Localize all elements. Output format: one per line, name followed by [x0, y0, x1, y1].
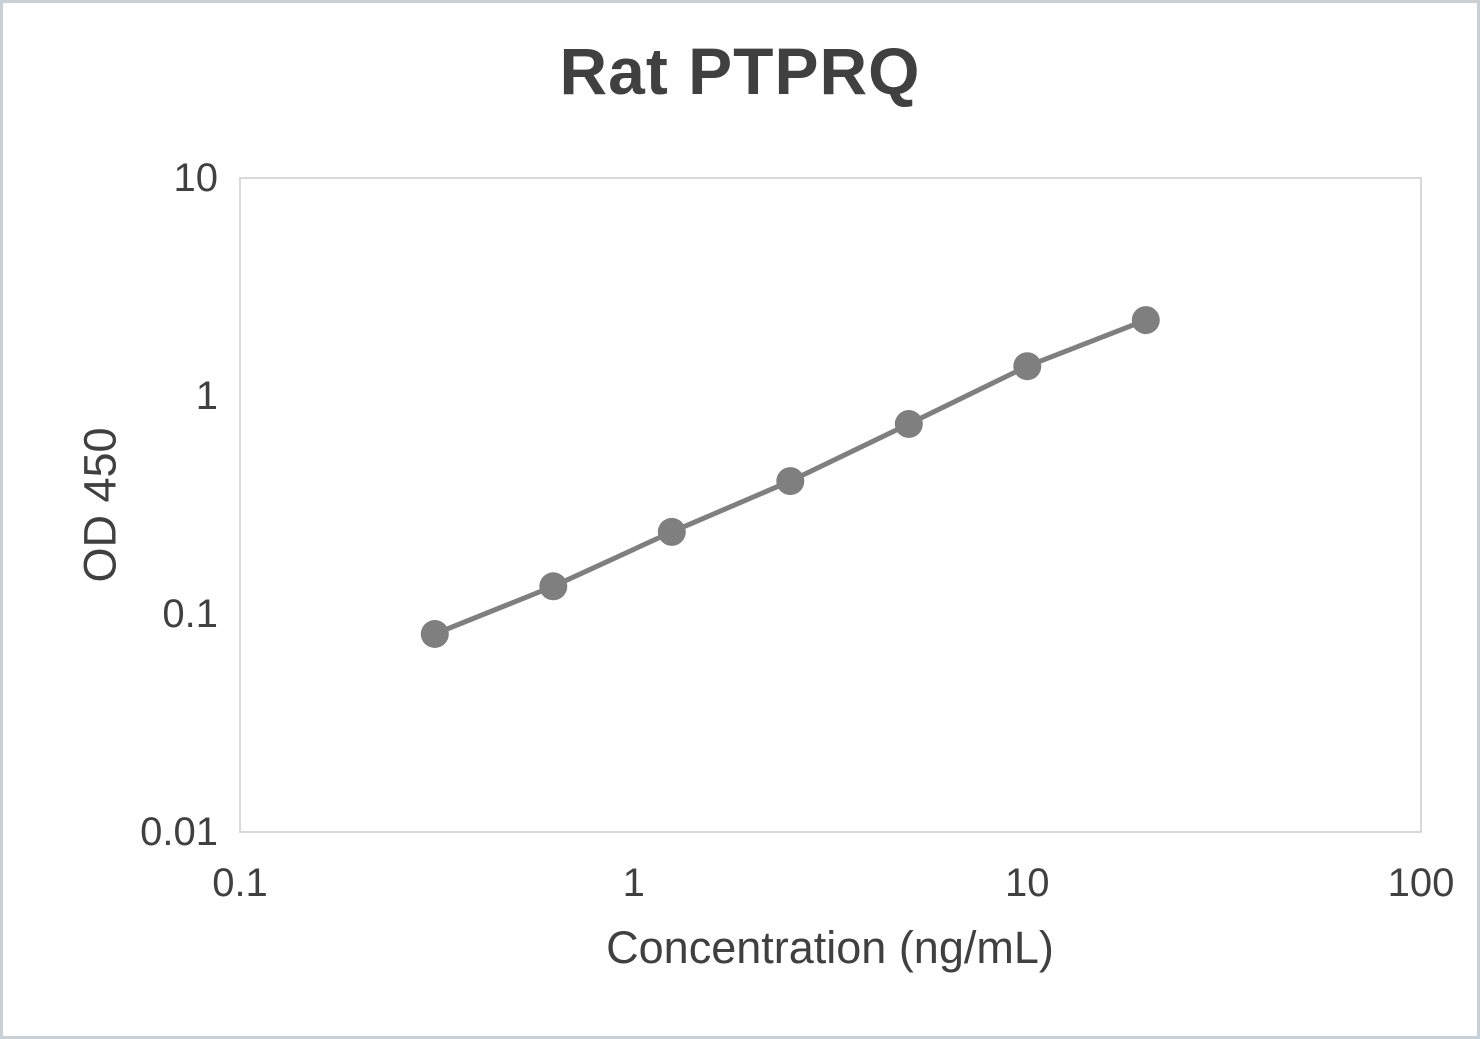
data-point-marker [776, 467, 805, 496]
data-point-marker [894, 410, 923, 438]
x-tick-label: 100 [1387, 861, 1455, 905]
data-point-marker [657, 517, 686, 546]
y-tick-label: 0.1 [162, 592, 218, 636]
y-tick-label: 10 [173, 156, 219, 200]
data-point-marker [420, 620, 449, 648]
y-tick-label: 1 [195, 374, 218, 418]
x-tick-label: 0.1 [212, 861, 268, 905]
chart-title: Rat PTPRQ [559, 34, 921, 108]
plot-area-border [239, 177, 1422, 833]
standard-curve-plot [239, 177, 1422, 833]
y-axis-title: OD 450 [74, 427, 126, 583]
x-tick-label: 1 [622, 861, 645, 905]
y-tick-label: 0.01 [140, 810, 218, 854]
data-point-marker [539, 572, 568, 601]
data-point-marker [1013, 352, 1042, 381]
x-axis-title: Concentration (ng/mL) [606, 922, 1054, 973]
x-tick-label: 10 [1005, 861, 1050, 905]
data-point-marker [1131, 306, 1160, 335]
